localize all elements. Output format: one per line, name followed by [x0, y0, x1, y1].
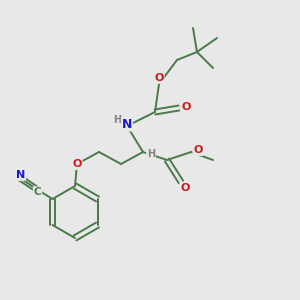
Text: O: O [181, 102, 191, 112]
Text: O: O [193, 145, 203, 155]
Text: N: N [122, 118, 132, 130]
Text: C: C [34, 187, 41, 197]
Text: H: H [147, 149, 155, 159]
Text: O: O [72, 159, 82, 169]
Text: H: H [113, 115, 121, 125]
Text: O: O [180, 183, 190, 193]
Text: N: N [16, 170, 25, 180]
Text: O: O [154, 73, 164, 83]
